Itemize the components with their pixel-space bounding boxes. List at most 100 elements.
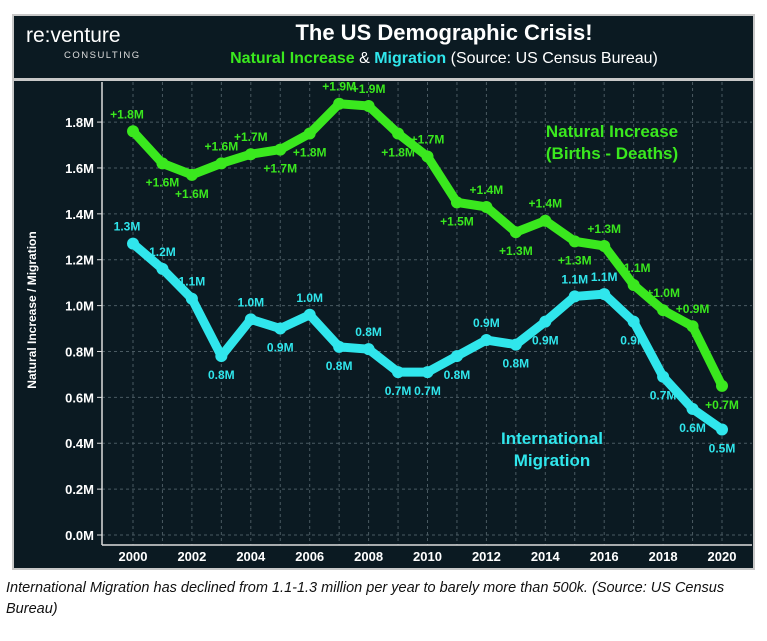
data-label: 0.6M xyxy=(679,421,706,435)
y-tick-label: 0.4M xyxy=(65,436,94,451)
data-point xyxy=(627,278,640,291)
data-point xyxy=(333,340,346,353)
data-label: 0.7M xyxy=(385,384,412,398)
data-point xyxy=(244,313,257,326)
data-point xyxy=(598,239,611,252)
data-label: 1.1M xyxy=(591,270,618,284)
data-point xyxy=(539,214,552,227)
data-label: +1.7M xyxy=(263,162,297,176)
data-point xyxy=(716,379,728,392)
data-label: +1.6M xyxy=(205,139,239,153)
data-label: +1.3M xyxy=(558,253,592,267)
data-label: +1.8M xyxy=(381,146,415,160)
data-label: +1.4M xyxy=(470,183,504,197)
x-tick-label: 2000 xyxy=(119,549,148,564)
data-label: 0.7M xyxy=(414,384,441,398)
data-point xyxy=(392,127,405,140)
data-label: 0.8M xyxy=(444,368,471,382)
data-label: +1.0M xyxy=(646,286,680,300)
data-point xyxy=(333,97,346,110)
data-label: 0.5M xyxy=(709,441,736,455)
y-tick-label: 0.6M xyxy=(65,390,94,405)
data-point xyxy=(480,200,493,213)
data-point xyxy=(539,315,552,328)
subtitle-rest: (Source: US Census Bureau) xyxy=(446,50,658,67)
subtitle-cyan: Migration xyxy=(374,50,447,67)
data-label: +1.6M xyxy=(146,175,180,189)
data-point xyxy=(480,334,493,347)
data-label: 0.9M xyxy=(620,334,647,348)
x-tick-label: 2008 xyxy=(354,549,383,564)
data-point xyxy=(568,290,581,303)
legend-natural-increase: (Births - Deaths) xyxy=(546,144,678,163)
legend-migration: Migration xyxy=(514,451,591,470)
logo-subtitle: CONSULTING xyxy=(64,50,141,61)
chart-subtitle: Natural Increase & Migration (Source: US… xyxy=(134,50,754,68)
data-point xyxy=(657,370,670,383)
x-tick-label: 2012 xyxy=(472,549,501,564)
data-point xyxy=(686,320,699,333)
x-tick-label: 2018 xyxy=(649,549,678,564)
data-point xyxy=(686,402,699,415)
x-tick-label: 2010 xyxy=(413,549,442,564)
data-label: 0.8M xyxy=(326,359,353,373)
data-label: 1.0M xyxy=(296,291,323,305)
data-point xyxy=(303,127,316,140)
data-point xyxy=(274,322,287,335)
data-point xyxy=(362,100,375,113)
chart-frame: re:venture CONSULTING The US Demographic… xyxy=(12,14,755,570)
y-tick-label: 0.8M xyxy=(65,344,94,359)
data-label: +1.7M xyxy=(234,130,268,144)
data-label: +0.7M xyxy=(705,398,739,412)
data-point xyxy=(450,350,463,363)
data-label: +1.9M xyxy=(352,82,386,96)
x-tick-label: 2020 xyxy=(708,549,737,564)
data-label: 0.8M xyxy=(355,325,382,339)
legend-migration: International xyxy=(501,429,603,448)
data-label: +1.3M xyxy=(587,222,621,236)
data-label: +1.1M xyxy=(617,261,651,275)
data-point xyxy=(303,308,316,321)
y-tick-label: 0.2M xyxy=(65,482,94,497)
data-point xyxy=(127,125,139,138)
x-tick-label: 2016 xyxy=(590,549,619,564)
data-point xyxy=(215,157,228,170)
data-label: +1.6M xyxy=(175,187,209,201)
data-point xyxy=(156,262,169,275)
data-point xyxy=(362,343,375,356)
data-label: +1.3M xyxy=(499,244,533,258)
data-label: +1.4M xyxy=(528,197,562,211)
x-tick-label: 2006 xyxy=(295,549,324,564)
data-point xyxy=(716,423,728,436)
legend-natural-increase: Natural Increase xyxy=(546,122,678,141)
y-tick-label: 1.2M xyxy=(65,253,94,268)
data-label: 0.7M xyxy=(650,389,677,403)
y-tick-label: 1.8M xyxy=(65,115,94,130)
data-point xyxy=(568,235,581,248)
line-chart: 0.0M 0.2M 0.4M 0.6M 0.8M 1.0M 1.2M 1.4M 1.6M 1.8M… xyxy=(25,80,752,564)
data-label: 0.9M xyxy=(473,316,500,330)
data-label: 0.8M xyxy=(208,368,235,382)
data-label: 1.3M xyxy=(114,220,141,234)
subtitle-amp: & xyxy=(354,50,375,67)
chart-header: re:venture CONSULTING The US Demographic… xyxy=(14,16,753,81)
caption: International Migration has declined fro… xyxy=(6,580,725,617)
data-point xyxy=(421,366,434,379)
data-point xyxy=(392,366,405,379)
data-point xyxy=(509,226,522,239)
data-label: 0.9M xyxy=(267,341,294,355)
data-point xyxy=(274,143,287,156)
data-label: +0.9M xyxy=(676,302,710,316)
data-point xyxy=(127,237,139,250)
y-axis-label: Natural Increase / Migration xyxy=(25,231,39,388)
y-tick-label: 0.0M xyxy=(65,528,94,543)
data-label: 1.2M xyxy=(149,245,176,259)
data-label: 0.8M xyxy=(503,357,530,371)
data-label: +1.5M xyxy=(440,214,474,228)
data-label: 0.9M xyxy=(532,334,559,348)
data-label: +1.9M xyxy=(322,80,356,94)
data-point xyxy=(657,304,670,317)
data-point xyxy=(627,315,640,328)
data-point xyxy=(509,338,522,351)
x-tick-label: 2002 xyxy=(177,549,206,564)
